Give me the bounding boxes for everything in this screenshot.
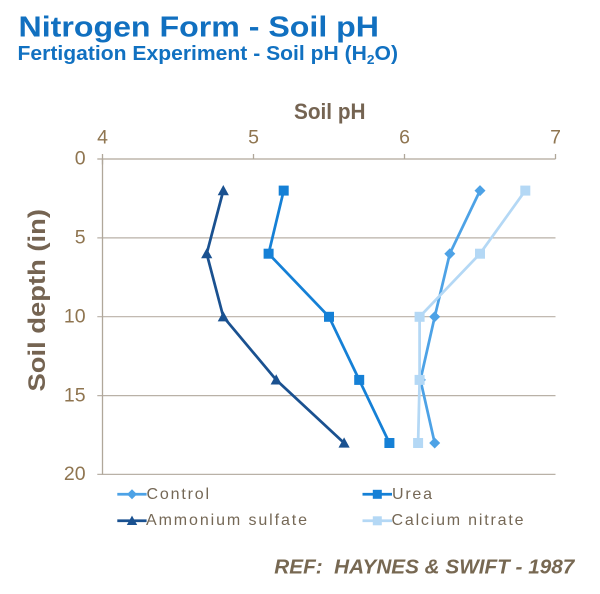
svg-text:Urea: Urea (392, 486, 432, 503)
svg-text:10: 10 (64, 305, 86, 327)
svg-text:Nitrogen Form - Soil pH: Nitrogen Form - Soil pH (19, 12, 380, 44)
svg-text:Soil pH: Soil pH (294, 99, 366, 124)
svg-text:Fertigation Experiment - Soil: Fertigation Experiment - Soil pH (H 2O) (18, 43, 398, 67)
svg-text:15: 15 (64, 384, 86, 406)
svg-text:5: 5 (248, 126, 259, 148)
svg-text:6: 6 (399, 126, 410, 148)
svg-text:5: 5 (75, 227, 86, 249)
svg-text:Control: Control (147, 486, 210, 503)
svg-text:7: 7 (550, 126, 561, 148)
svg-text:0: 0 (75, 148, 86, 170)
svg-text:Soil depth (in): Soil depth (in) (24, 209, 51, 392)
svg-text:20: 20 (64, 463, 86, 485)
svg-text:4: 4 (97, 126, 108, 148)
svg-text:Ammonium sulfate: Ammonium sulfate (146, 512, 307, 529)
svg-text:Calcium nitrate: Calcium nitrate (392, 512, 524, 529)
svg-text:REF: HAYNES & SWIFT - 1987: REF: HAYNES & SWIFT - 1987 (274, 556, 575, 578)
